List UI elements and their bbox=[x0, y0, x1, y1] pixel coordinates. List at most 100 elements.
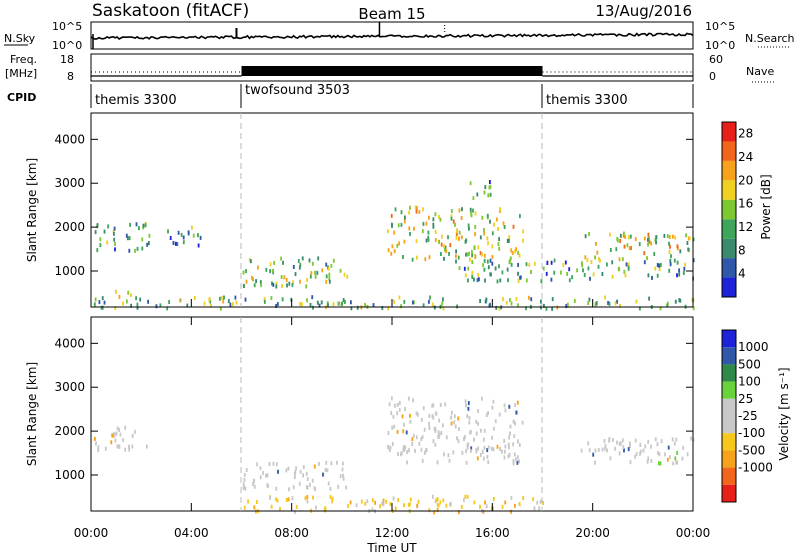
velocity-cell bbox=[492, 399, 495, 404]
power-cell bbox=[643, 260, 646, 265]
velocity-cell bbox=[336, 460, 338, 465]
power-cell bbox=[442, 297, 444, 302]
velocity-cell bbox=[587, 441, 590, 446]
power-cell bbox=[498, 246, 501, 251]
power-cell bbox=[687, 247, 690, 252]
power-cell bbox=[477, 272, 480, 277]
power-cell bbox=[130, 293, 132, 298]
velocity-cell bbox=[415, 435, 418, 440]
velocity-cell bbox=[445, 503, 448, 508]
power-cell bbox=[627, 262, 630, 267]
power-cell bbox=[509, 256, 512, 261]
power-cell bbox=[299, 263, 302, 267]
power-cell bbox=[596, 250, 599, 255]
power-cell bbox=[339, 268, 342, 273]
power-cell bbox=[683, 266, 686, 271]
power-cell bbox=[114, 247, 116, 252]
velocity-cell bbox=[243, 505, 246, 510]
power-cell bbox=[442, 306, 445, 311]
power-cell bbox=[584, 234, 587, 239]
time-axis-ticks: 00:00 04:00 08:00 12:00 16:00 20:00 00:00 bbox=[74, 299, 710, 540]
power-cell bbox=[136, 305, 139, 310]
power-cell bbox=[113, 231, 115, 236]
velocity-cell bbox=[503, 449, 506, 454]
velocity-cell bbox=[432, 415, 435, 420]
power-cell bbox=[472, 196, 475, 201]
power-cell bbox=[489, 180, 491, 184]
velocity-cell bbox=[465, 460, 468, 465]
velocity-cell bbox=[504, 500, 507, 505]
velocity-cell bbox=[481, 396, 483, 401]
power-cell bbox=[474, 211, 477, 216]
velocity-cell bbox=[594, 448, 597, 453]
velocity-cell bbox=[510, 509, 513, 514]
velocity-cell bbox=[131, 444, 134, 449]
velocity-cell bbox=[646, 459, 649, 464]
station-title: Saskatoon (fitACF) bbox=[92, 1, 249, 21]
velocity-cell bbox=[475, 431, 478, 436]
velocity-cell bbox=[475, 419, 478, 424]
power-cell bbox=[344, 299, 346, 304]
power-cell bbox=[134, 248, 136, 253]
velocity-cell bbox=[408, 502, 410, 507]
velocity-cell bbox=[398, 408, 401, 412]
power-cell bbox=[543, 303, 545, 308]
nave-ylabel: Nave bbox=[746, 65, 774, 78]
power-cell bbox=[470, 211, 473, 216]
velocity-cell bbox=[306, 477, 309, 482]
power-cell bbox=[298, 265, 301, 270]
power-cell bbox=[314, 274, 317, 279]
power-cell bbox=[255, 279, 258, 284]
power-cell bbox=[483, 190, 486, 195]
velocity-cell bbox=[407, 396, 410, 401]
power-cell bbox=[676, 244, 679, 249]
power-cell bbox=[301, 256, 304, 261]
power-cell bbox=[678, 298, 681, 303]
velocity-cell bbox=[408, 448, 410, 453]
velocity-cell bbox=[443, 452, 445, 457]
velocity-cell bbox=[114, 438, 117, 443]
power-cell bbox=[455, 235, 458, 240]
power-cell bbox=[560, 270, 562, 275]
power-cell bbox=[403, 219, 406, 224]
power-cell bbox=[676, 260, 679, 265]
velocity-cell bbox=[476, 456, 479, 461]
xtick-label: 04:00 bbox=[174, 526, 209, 540]
velocity-cell bbox=[409, 502, 411, 507]
power-cell bbox=[434, 238, 437, 242]
power-cell bbox=[540, 299, 542, 304]
velocity-cell bbox=[675, 460, 678, 465]
velocity-cell bbox=[436, 460, 439, 465]
velocity-cell bbox=[475, 449, 478, 454]
power-cell bbox=[546, 261, 549, 265]
velocity-cell bbox=[420, 447, 423, 452]
power-cell bbox=[332, 258, 335, 263]
power-cell bbox=[588, 232, 590, 236]
velocity-cell bbox=[412, 433, 415, 438]
power-cell bbox=[481, 252, 483, 257]
power-cell bbox=[432, 224, 435, 229]
power-cell bbox=[476, 192, 479, 197]
velocity-cell bbox=[512, 419, 515, 424]
power-cell bbox=[259, 280, 262, 285]
velocity-cell bbox=[667, 445, 670, 450]
power-colorbar-tick: 28 bbox=[738, 127, 753, 141]
xtick-label: 08:00 bbox=[274, 526, 309, 540]
power-cell bbox=[263, 297, 266, 301]
velocity-cell bbox=[388, 448, 391, 453]
power-cell bbox=[484, 278, 486, 283]
power-cell bbox=[594, 302, 597, 307]
power-cell bbox=[294, 272, 297, 277]
power-cell bbox=[144, 223, 147, 228]
velocity-cell bbox=[124, 425, 127, 430]
power-cell bbox=[276, 302, 279, 307]
power-cell bbox=[655, 235, 658, 240]
power-cell bbox=[669, 244, 671, 249]
velocity-cell bbox=[513, 434, 516, 439]
velocity-cell bbox=[499, 447, 502, 451]
velocity-cell bbox=[374, 500, 377, 505]
noise-trace bbox=[90, 22, 694, 49]
velocity-cell bbox=[437, 503, 440, 508]
power-cell bbox=[628, 246, 631, 251]
power-cell bbox=[669, 262, 672, 267]
